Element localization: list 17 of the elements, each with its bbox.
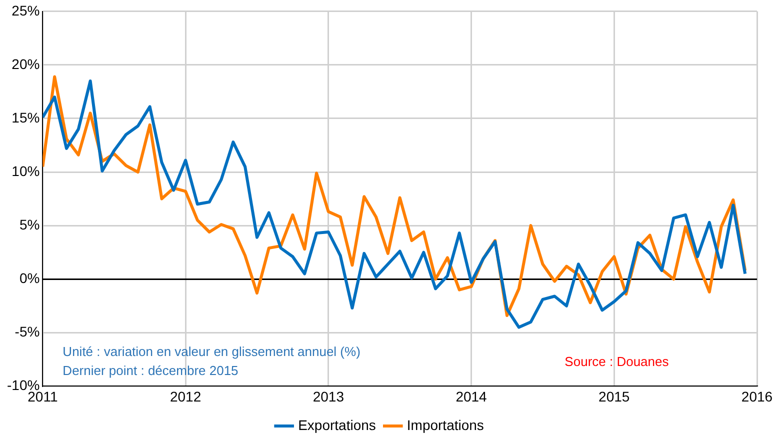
annotation: Unité : variation en valeur en glissement annuel (%) (62, 344, 360, 359)
y-tick-label: 5% (19, 216, 40, 232)
x-tick-label: 2014 (456, 388, 488, 404)
x-tick-label: 2012 (170, 388, 202, 404)
x-tick-label: 2016 (741, 388, 773, 404)
y-tick-label: 20% (12, 56, 40, 72)
annotation: Dernier point : décembre 2015 (62, 362, 238, 378)
y-tick-label: 15% (12, 109, 40, 126)
y-tick-label: 10% (12, 162, 40, 179)
x-tick-label: 2013 (312, 388, 344, 404)
y-tick-label: 25% (12, 2, 40, 18)
y-tick-label: -5% (14, 324, 40, 340)
y-tick-label: 0% (19, 270, 40, 286)
x-tick-label: 2015 (598, 388, 630, 404)
annotation: Source : Douanes (564, 354, 670, 369)
legend-label: Exportations (298, 416, 376, 433)
legend-label: Importations (406, 416, 484, 433)
